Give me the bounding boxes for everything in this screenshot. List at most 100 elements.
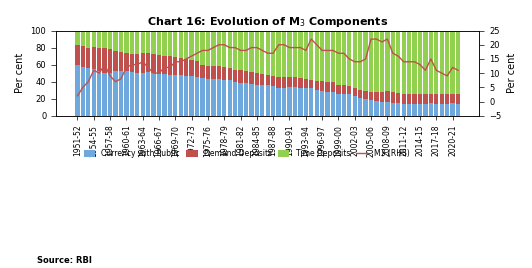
- Bar: [434, 94, 438, 104]
- Bar: [217, 31, 221, 66]
- Bar: [173, 75, 178, 116]
- M3 (RHS): [368, 38, 374, 41]
- Bar: [157, 31, 161, 55]
- Bar: [228, 68, 232, 80]
- Bar: [86, 48, 90, 68]
- Bar: [375, 92, 379, 101]
- Bar: [173, 31, 178, 57]
- Bar: [271, 76, 276, 86]
- Bar: [402, 104, 406, 116]
- Bar: [179, 75, 183, 116]
- Bar: [124, 71, 129, 116]
- Bar: [211, 79, 215, 116]
- Bar: [140, 31, 145, 53]
- Bar: [309, 31, 313, 80]
- Bar: [130, 54, 134, 72]
- Bar: [385, 102, 389, 116]
- Bar: [434, 104, 438, 116]
- Bar: [353, 88, 357, 96]
- Bar: [222, 67, 227, 80]
- Bar: [179, 58, 183, 75]
- Bar: [282, 88, 286, 116]
- Bar: [439, 94, 444, 104]
- Bar: [92, 47, 96, 69]
- Bar: [375, 31, 379, 92]
- Bar: [157, 55, 161, 74]
- Bar: [92, 31, 96, 47]
- Bar: [451, 31, 455, 94]
- Bar: [369, 92, 373, 100]
- Bar: [206, 79, 210, 116]
- Bar: [412, 94, 417, 104]
- Bar: [168, 75, 172, 116]
- Bar: [298, 31, 303, 78]
- Bar: [277, 31, 281, 77]
- M3 (RHS): [85, 80, 92, 83]
- Bar: [97, 71, 102, 116]
- Bar: [380, 102, 384, 116]
- M3 (RHS): [259, 49, 265, 52]
- Bar: [347, 31, 352, 86]
- Bar: [293, 77, 297, 87]
- Bar: [113, 71, 118, 116]
- Bar: [92, 69, 96, 116]
- Bar: [103, 31, 107, 49]
- Bar: [195, 31, 200, 61]
- Bar: [445, 31, 450, 94]
- Bar: [86, 31, 90, 48]
- Bar: [402, 94, 406, 104]
- Bar: [320, 31, 325, 81]
- Bar: [157, 74, 161, 116]
- Bar: [201, 31, 205, 65]
- Bar: [369, 31, 373, 92]
- Bar: [140, 53, 145, 73]
- Bar: [108, 73, 112, 116]
- Bar: [304, 79, 308, 88]
- Bar: [451, 103, 455, 116]
- Bar: [331, 31, 335, 83]
- Bar: [250, 31, 254, 72]
- Bar: [228, 31, 232, 68]
- Bar: [135, 54, 139, 73]
- Bar: [320, 81, 325, 91]
- Bar: [287, 87, 292, 116]
- Bar: [250, 72, 254, 84]
- Bar: [369, 100, 373, 116]
- Bar: [135, 73, 139, 116]
- Bar: [271, 86, 276, 116]
- Bar: [130, 31, 134, 54]
- Bar: [217, 66, 221, 79]
- Bar: [314, 31, 319, 81]
- Bar: [228, 80, 232, 116]
- Bar: [439, 31, 444, 94]
- Bar: [108, 31, 112, 49]
- Bar: [320, 91, 325, 116]
- Bar: [282, 77, 286, 88]
- Bar: [326, 92, 330, 116]
- Bar: [298, 78, 303, 88]
- Bar: [418, 94, 422, 104]
- Bar: [336, 85, 340, 94]
- M3 (RHS): [303, 49, 309, 52]
- Bar: [271, 31, 276, 76]
- Bar: [184, 31, 188, 59]
- Bar: [363, 91, 368, 99]
- Bar: [260, 85, 264, 116]
- Bar: [238, 70, 243, 83]
- Bar: [429, 103, 433, 116]
- Bar: [244, 70, 248, 83]
- Bar: [233, 70, 237, 83]
- Bar: [86, 68, 90, 116]
- Bar: [168, 31, 172, 56]
- Bar: [326, 82, 330, 92]
- Bar: [201, 78, 205, 116]
- Bar: [233, 83, 237, 116]
- Bar: [255, 73, 259, 85]
- Bar: [363, 99, 368, 116]
- Bar: [113, 31, 118, 51]
- Bar: [265, 75, 270, 85]
- Bar: [135, 31, 139, 54]
- Bar: [189, 31, 194, 59]
- Bar: [396, 93, 401, 103]
- Bar: [146, 31, 151, 53]
